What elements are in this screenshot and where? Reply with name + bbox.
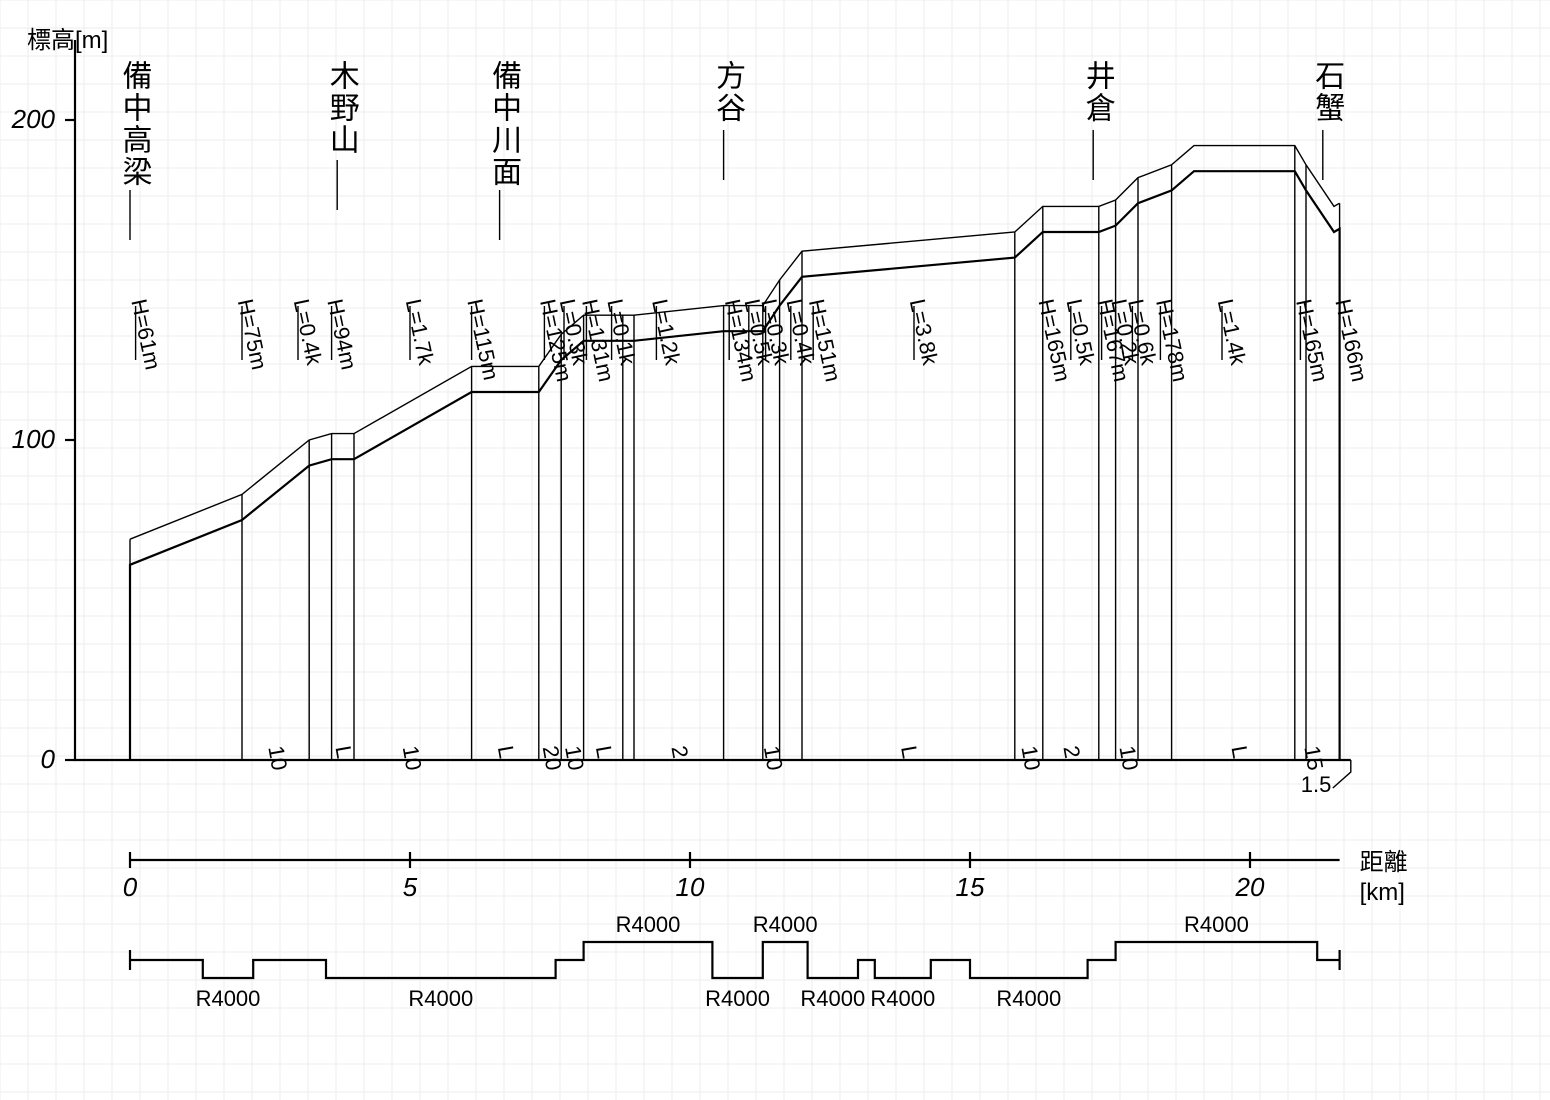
gradient-label: 15 <box>1299 744 1328 772</box>
gradient-label: L <box>896 744 923 760</box>
gradient-label: 10 <box>1016 744 1045 772</box>
x-tick: 20 <box>1235 872 1265 902</box>
gradient-label: 2 <box>1058 744 1085 760</box>
HL-label: L=1.4k <box>1213 297 1252 368</box>
HL-label: H=178m <box>1151 297 1193 384</box>
station-label: 石蟹 <box>1310 60 1345 124</box>
station-label: 木野山 <box>325 60 360 156</box>
elevation-profile <box>130 146 1340 760</box>
station-label: 方谷 <box>711 60 745 124</box>
vertical-droplines <box>130 146 1340 760</box>
gradient-label-below: 1.5 <box>1301 772 1332 797</box>
curve-radius-label: R4000 <box>800 986 865 1011</box>
station-label: 備中川面 <box>487 60 522 188</box>
gradient-label: 10 <box>1114 744 1143 772</box>
y-tick: 200 <box>11 104 56 134</box>
curve-radius-label: R4000 <box>1184 912 1249 937</box>
curve-radius-label: R4000 <box>616 912 681 937</box>
curve-radius-label: R4000 <box>705 986 770 1011</box>
station-labels: 備中高梁 木野山 備中川面 方谷 井倉 石蟹 <box>118 60 1346 240</box>
gradient-label: 10 <box>263 744 292 772</box>
curve-radius-label: R4000 <box>753 912 818 937</box>
distance-axis: 0 5 10 15 20 距離 [km] <box>123 849 1408 906</box>
y-axis-label: 標高[m] <box>27 27 108 54</box>
HL-label: H=165m <box>1291 297 1333 384</box>
HL-label: L=0.4k <box>289 297 328 368</box>
axes: 0 100 200 標高[m] <box>11 27 1351 774</box>
gradient-label: L <box>591 744 618 760</box>
HL-label: H=115m <box>462 297 504 383</box>
curve-radius-track: R4000R4000R4000R4000R4000R4000R4000R4000… <box>130 912 1340 1011</box>
x-tick: 5 <box>403 872 418 902</box>
x-axis-unit: [km] <box>1360 879 1405 906</box>
gradient-label: L <box>330 744 357 760</box>
HL-label: H=166m <box>1330 297 1372 384</box>
HL-label: L=3.8k <box>905 297 944 368</box>
curve-radius-label: R4000 <box>996 986 1061 1011</box>
HL-label: L=1.7k <box>401 297 440 368</box>
station-label: 井倉 <box>1081 60 1116 124</box>
gradient-label: 10 <box>398 744 427 772</box>
y-tick: 0 <box>41 744 56 774</box>
gradient-label: L <box>1226 744 1253 760</box>
curve-radius-label: R4000 <box>408 986 473 1011</box>
x-axis-label: 距離 <box>1360 849 1408 876</box>
gradient-label: L <box>493 744 520 760</box>
gradient-label: 10 <box>759 744 788 772</box>
curve-track-line <box>130 942 1340 978</box>
y-tick: 100 <box>12 424 56 454</box>
station-label: 備中高梁 <box>118 60 153 188</box>
gradient-label: 10 <box>560 744 589 772</box>
curve-radius-label: R4000 <box>196 986 261 1011</box>
x-tick: 15 <box>956 872 985 902</box>
annotations: 10L10L2010L210L10210L151.5H=61mH=75mL=0.… <box>126 297 1372 797</box>
elevation-profile-diagram: 0100200標高[m] 10L10L2010L210L10210L151.5H… <box>0 0 1550 1100</box>
x-tick: 0 <box>123 872 138 902</box>
HL-label: L=1.2k <box>647 297 686 368</box>
gradient-label: 2 <box>666 744 693 760</box>
curve-radius-label: R4000 <box>870 986 935 1011</box>
x-tick: 10 <box>676 872 705 902</box>
